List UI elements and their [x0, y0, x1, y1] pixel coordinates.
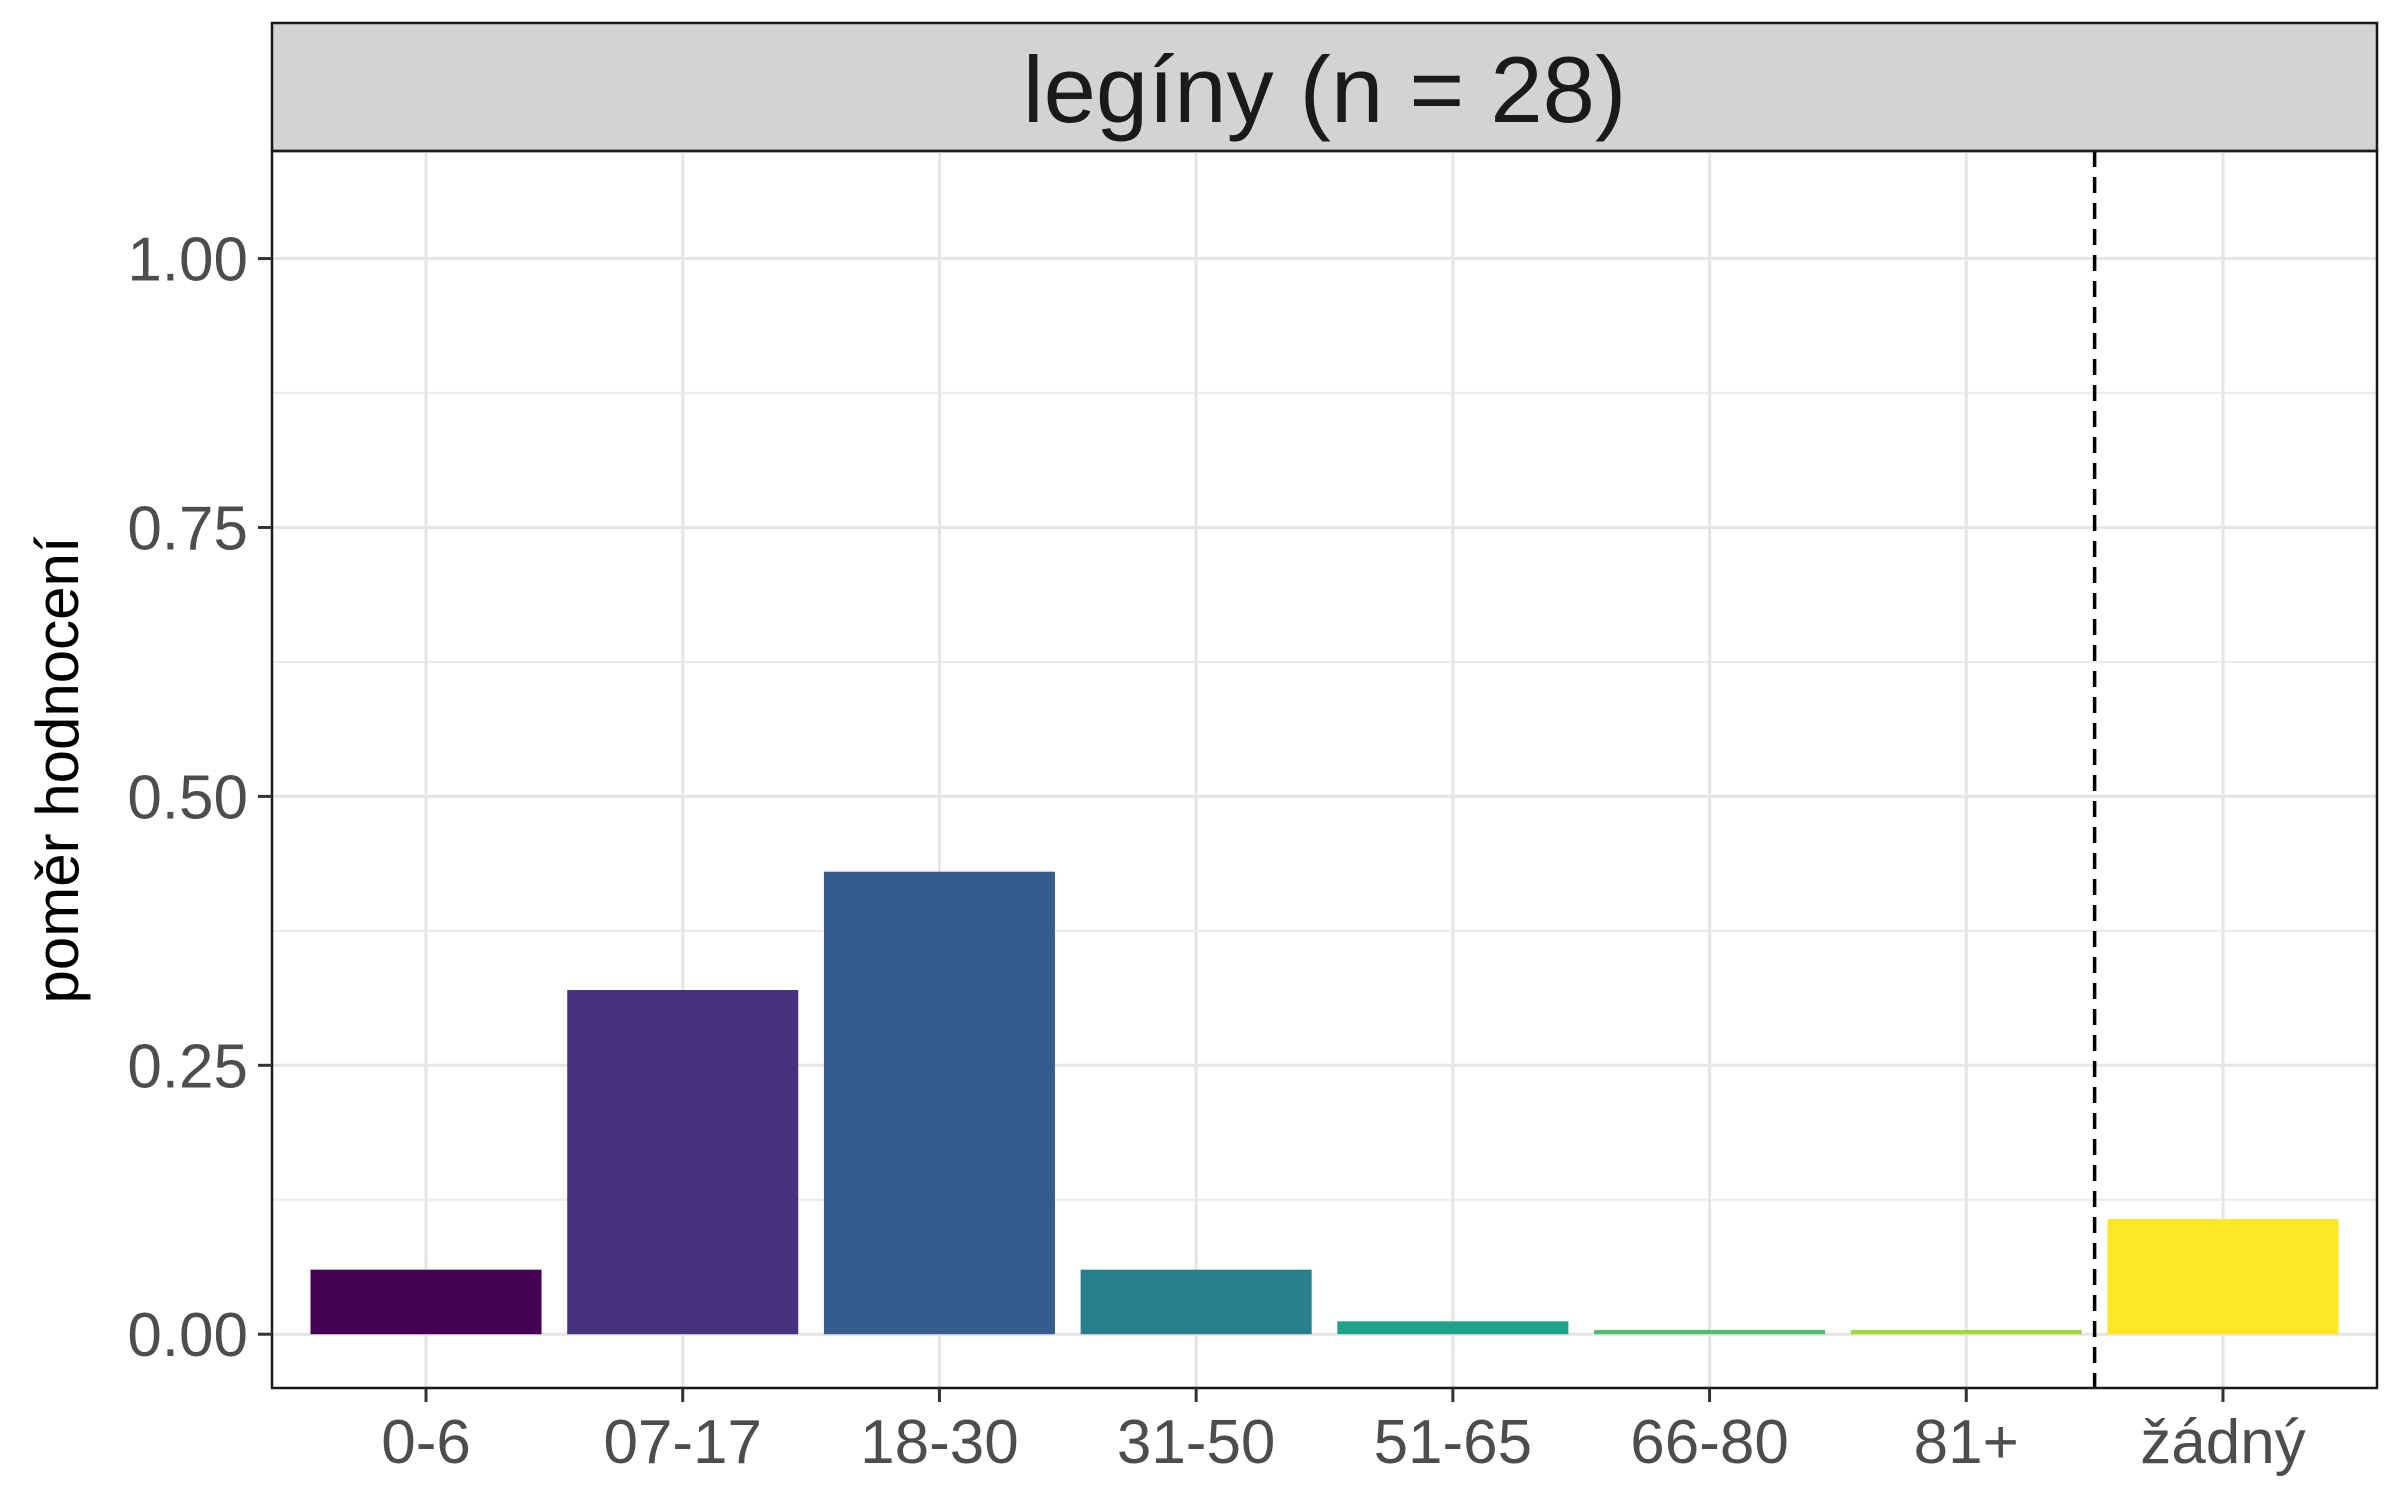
bar — [1594, 1329, 1826, 1335]
y-tick-label: 1.00 — [127, 226, 248, 295]
bar — [310, 1269, 542, 1335]
gridlines — [272, 151, 2377, 1388]
x-tick-label: 51-65 — [1374, 1408, 1533, 1477]
x-tick-label: 18-30 — [860, 1408, 1019, 1477]
bar — [2107, 1219, 2339, 1335]
x-tick-label: 66-80 — [1630, 1408, 1789, 1477]
bar — [1850, 1329, 2082, 1335]
y-tick-label: 0.75 — [127, 494, 248, 563]
facet-strip-background — [270, 21, 2379, 153]
x-tick-label: žádný — [2140, 1408, 2305, 1477]
bars — [310, 871, 2339, 1335]
bar — [823, 871, 1055, 1335]
y-axis: 0.00 0.25 0.50 0.75 1.00 — [127, 226, 272, 1370]
x-tick-label: 0-6 — [381, 1408, 471, 1477]
x-tick-label: 31-50 — [1117, 1408, 1276, 1477]
bar — [1080, 1269, 1312, 1335]
bar — [1337, 1321, 1569, 1335]
facet-strip: legíny (n = 28) — [270, 21, 2379, 153]
y-tick-label: 0.00 — [127, 1301, 248, 1370]
y-tick-label: 0.25 — [127, 1032, 248, 1101]
x-axis: 0-6 07-17 18-30 31-50 51-65 66-80 81+ žádný — [381, 1388, 2306, 1477]
chart-title: legíny (n = 28) — [1023, 37, 1627, 142]
x-tick-label: 81+ — [1914, 1408, 2019, 1477]
y-axis-title: poměr hodnocení — [24, 536, 91, 1003]
x-tick-label: 07-17 — [603, 1408, 762, 1477]
bar — [567, 990, 799, 1335]
plot-panel-border — [270, 149, 2379, 1390]
y-tick-label: 0.50 — [127, 763, 248, 832]
